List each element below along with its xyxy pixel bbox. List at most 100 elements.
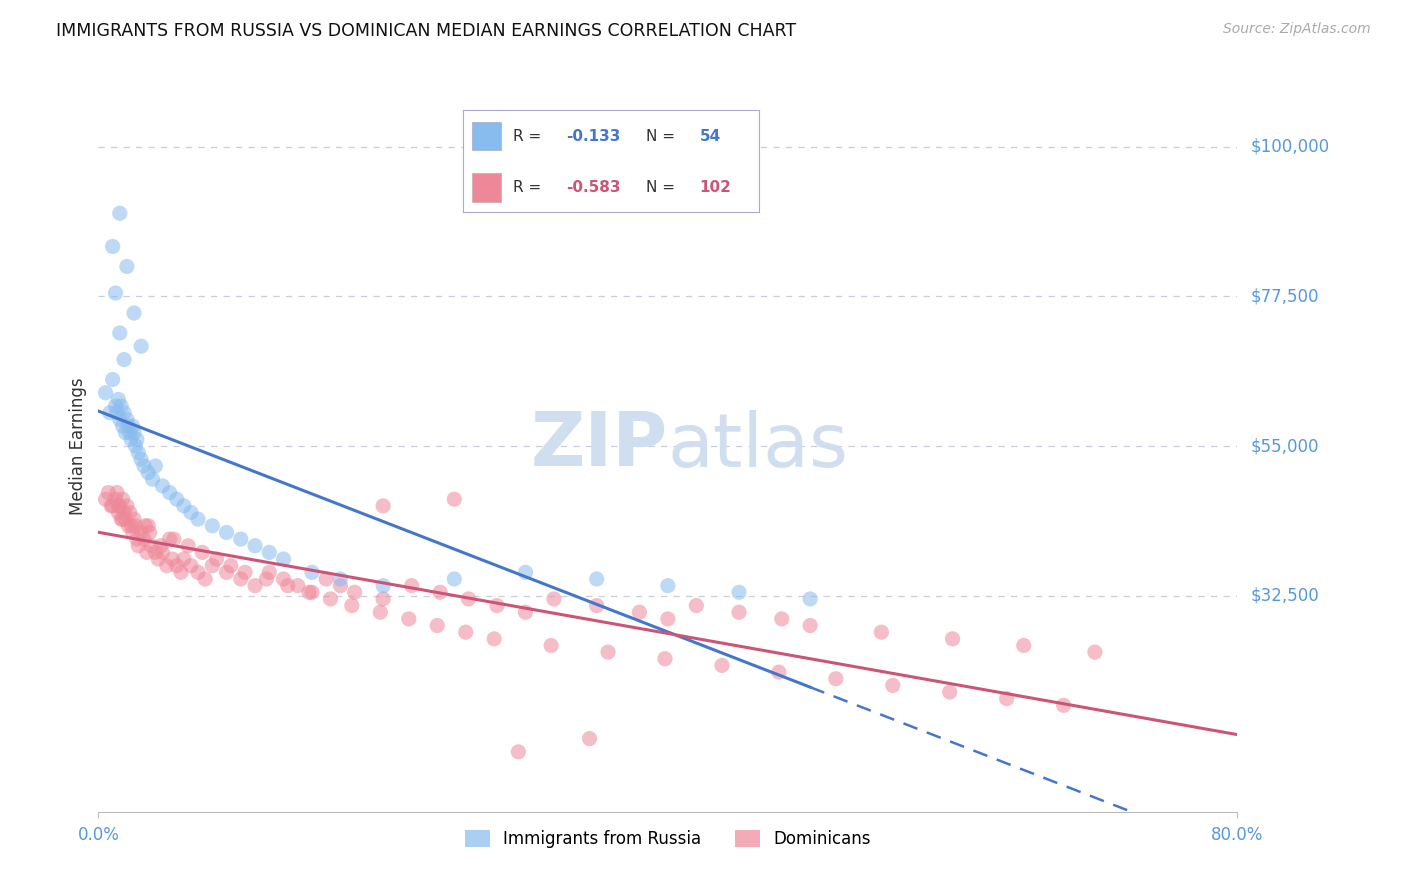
Point <box>104 399 127 413</box>
Point <box>180 506 202 520</box>
Point <box>111 419 134 434</box>
Point <box>136 518 159 533</box>
Point <box>170 566 193 580</box>
Point <box>315 572 337 586</box>
Point <box>166 558 188 573</box>
Point <box>152 545 174 559</box>
Point <box>343 585 366 599</box>
Point <box>1084 645 1107 659</box>
Point <box>177 539 200 553</box>
Point <box>105 485 128 500</box>
Point <box>173 552 195 566</box>
Point <box>287 579 309 593</box>
Text: $32,500: $32,500 <box>1251 587 1320 605</box>
Point <box>429 585 451 599</box>
Point <box>215 566 238 580</box>
Point <box>201 518 224 533</box>
Point <box>152 479 174 493</box>
Point <box>115 499 138 513</box>
Point <box>122 512 145 526</box>
Point <box>94 492 117 507</box>
Point <box>111 512 134 526</box>
Point <box>373 591 395 606</box>
Point <box>298 585 321 599</box>
Point <box>115 260 138 274</box>
Point <box>368 605 391 619</box>
Point <box>685 599 707 613</box>
Point <box>219 558 242 573</box>
Point <box>104 492 127 507</box>
Point <box>329 572 352 586</box>
Point <box>628 605 651 619</box>
Point <box>100 499 122 513</box>
Point <box>401 579 423 593</box>
Point <box>124 518 146 533</box>
Text: $77,500: $77,500 <box>1251 287 1319 305</box>
Legend: Immigrants from Russia, Dominicans: Immigrants from Russia, Dominicans <box>458 823 877 855</box>
Point <box>654 652 676 666</box>
Point <box>138 525 160 540</box>
Point <box>139 539 162 553</box>
Point <box>578 731 600 746</box>
Point <box>114 512 136 526</box>
Point <box>150 539 173 553</box>
Point <box>273 552 295 566</box>
Point <box>995 691 1018 706</box>
Point <box>132 532 155 546</box>
Point <box>118 506 141 520</box>
Point <box>129 452 152 467</box>
Point <box>134 518 156 533</box>
Point <box>129 339 152 353</box>
Point <box>194 572 217 586</box>
Y-axis label: Median Earnings: Median Earnings <box>69 377 87 515</box>
Point <box>443 492 465 507</box>
Point <box>229 532 252 546</box>
Point <box>938 685 960 699</box>
Point <box>110 512 132 526</box>
Point <box>1012 639 1035 653</box>
Point <box>125 532 148 546</box>
Point <box>824 672 846 686</box>
Point <box>110 399 132 413</box>
Point <box>159 485 181 500</box>
Point <box>942 632 965 646</box>
Point <box>273 572 295 586</box>
Point <box>657 612 679 626</box>
Point <box>426 618 449 632</box>
Point <box>112 352 135 367</box>
Point <box>114 425 136 440</box>
Point <box>180 558 202 573</box>
Point <box>129 525 152 540</box>
Point <box>97 485 120 500</box>
Point <box>173 499 195 513</box>
Point <box>301 585 323 599</box>
Point <box>98 406 121 420</box>
Point <box>117 518 139 533</box>
Point <box>141 472 163 486</box>
Point <box>120 433 142 447</box>
Point <box>125 433 148 447</box>
Point <box>277 579 299 593</box>
Point <box>127 445 149 459</box>
Point <box>122 306 145 320</box>
Point <box>540 639 562 653</box>
Point <box>596 645 619 659</box>
Point <box>135 545 157 559</box>
Point <box>259 545 281 559</box>
Point <box>112 506 135 520</box>
Point <box>187 512 209 526</box>
Point <box>107 506 129 520</box>
Point <box>145 458 167 473</box>
Point <box>108 326 131 340</box>
Point <box>457 591 479 606</box>
Point <box>145 545 167 559</box>
Point <box>115 412 138 426</box>
Point <box>205 552 228 566</box>
Point <box>117 419 139 434</box>
Point <box>233 566 256 580</box>
Point <box>107 499 129 513</box>
Point <box>319 591 342 606</box>
Point <box>515 605 537 619</box>
Point <box>108 499 131 513</box>
Point <box>870 625 893 640</box>
